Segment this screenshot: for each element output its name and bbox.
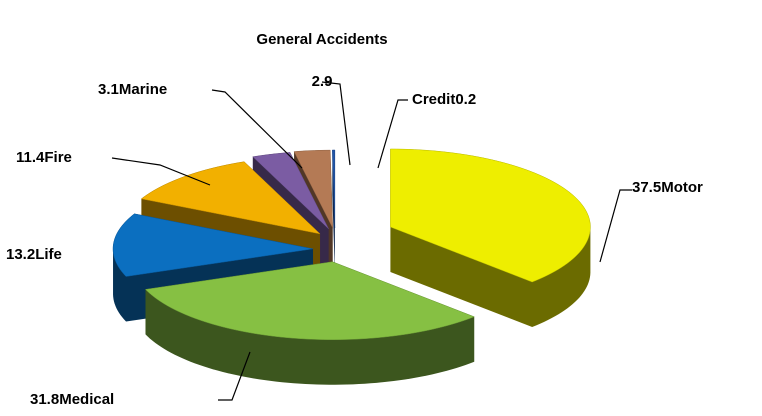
slice-value: 3.1 [98, 81, 119, 98]
leader-line [211, 89, 303, 169]
slice-label: 37.5Motor [632, 179, 703, 196]
slice-label: Credit0.2 [412, 91, 476, 108]
slice [332, 149, 336, 229]
slice-label: 13.2Life [6, 246, 62, 263]
slice-value: 13.2 [6, 246, 35, 263]
slice [144, 261, 475, 340]
slice [390, 148, 591, 283]
leader-line [218, 351, 251, 401]
slice-name: Life [35, 246, 62, 263]
slice-label: 11.4Fire [16, 149, 72, 166]
slice [252, 152, 329, 230]
slice-name: Fire [44, 149, 72, 166]
slice-name: Credit [412, 91, 455, 108]
slice-value: 31.8 [30, 391, 59, 408]
slice [140, 161, 321, 235]
slice-value: 11.4 [16, 149, 45, 166]
leader-line [377, 99, 408, 169]
slice-name: Medical [59, 391, 114, 408]
slice-label: 3.1Marine [98, 81, 167, 98]
slice-value: 2.9 [312, 73, 333, 90]
leader-line [599, 189, 632, 263]
leader-line [321, 81, 351, 166]
slice-value: 0.2 [455, 91, 476, 108]
slice-value: 37.5 [632, 179, 661, 196]
slice-name: Motor [661, 179, 703, 196]
slice-name: Marine [119, 81, 167, 98]
leader-line [111, 157, 211, 186]
slice [293, 149, 333, 229]
slice [112, 213, 314, 277]
slice-label: 31.8Medical [30, 391, 114, 408]
slice-label: General Accidents [256, 31, 387, 48]
